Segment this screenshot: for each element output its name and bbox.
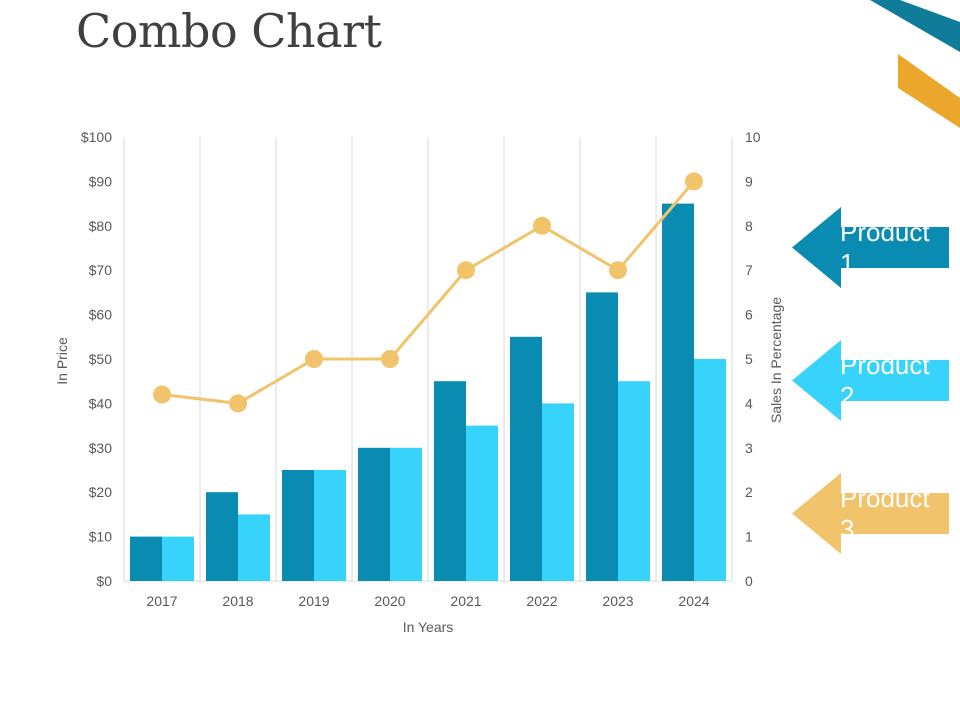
x-axis-title: In Years	[403, 619, 454, 635]
x-tick-label: 2022	[526, 593, 557, 609]
x-tick-label: 2021	[450, 593, 481, 609]
bar-product-1	[206, 492, 238, 581]
y-tick-label: $30	[89, 440, 113, 456]
bar-product-2	[542, 403, 574, 581]
bar-product-1	[358, 447, 390, 581]
bar-product-1	[510, 336, 542, 581]
x-tick-label: 2018	[222, 593, 253, 609]
point-product-3	[457, 261, 475, 280]
bar-product-2	[466, 425, 498, 581]
bar-product-1	[130, 536, 162, 581]
arrow-left-icon	[792, 207, 949, 288]
y-axis-title: In Price	[54, 337, 70, 385]
y-tick-label: $40	[89, 395, 113, 411]
y2-tick-label: 0	[745, 573, 753, 589]
y-tick-label: $80	[89, 218, 113, 234]
arrow-left-icon	[792, 340, 949, 421]
y2-tick-label: 5	[745, 351, 753, 367]
point-product-3	[153, 385, 171, 404]
bar-product-2	[390, 447, 422, 581]
legend-product-2: Product 2	[792, 340, 949, 421]
bar-product-1	[662, 203, 694, 581]
y2-axis-title: Sales In Percentage	[768, 297, 784, 423]
y2-tick-label: 4	[745, 395, 753, 411]
line-product-3	[161, 180, 696, 405]
y-tick-label: $60	[89, 307, 113, 323]
y-tick-label: $50	[89, 351, 113, 367]
y2-tick-label: 10	[745, 129, 761, 145]
point-product-3	[381, 350, 399, 368]
point-product-3	[229, 394, 247, 413]
bar-product-2	[618, 381, 650, 581]
point-product-3	[609, 261, 627, 280]
y2-tick-label: 2	[745, 484, 753, 500]
legend-label-product-1: Product 1	[840, 216, 930, 278]
legend-label-product-3: Product 3	[840, 482, 930, 544]
bar-product-2	[238, 514, 270, 581]
y2-tick-label: 6	[745, 307, 753, 323]
y-tick-label: $100	[81, 129, 112, 145]
point-product-3	[305, 350, 323, 368]
x-tick-label: 2019	[298, 593, 329, 609]
y2-tick-label: 3	[745, 440, 753, 456]
y-tick-label: $90	[89, 173, 113, 189]
y2-tick-label: 8	[745, 218, 753, 234]
bar-product-1	[434, 381, 466, 581]
bar-product-1	[586, 292, 618, 581]
arrow-left-icon	[792, 473, 949, 554]
legend-product-3: Product 3	[792, 473, 949, 554]
bar-product-2	[314, 470, 346, 581]
y-tick-label: $20	[89, 484, 113, 500]
point-product-3	[685, 172, 703, 191]
corner-decoration	[870, 0, 960, 128]
y2-tick-label: 1	[745, 529, 753, 545]
x-tick-label: 2024	[678, 593, 709, 609]
legend-product-1: Product 1	[792, 207, 949, 288]
x-tick-label: 2020	[374, 593, 405, 609]
page-title: Combo Chart	[76, 4, 382, 58]
bar-product-1	[282, 470, 314, 581]
x-tick-label: 2017	[146, 593, 177, 609]
legend-label-product-2: Product 2	[840, 349, 930, 411]
x-tick-label: 2023	[602, 593, 633, 609]
bar-product-2	[694, 359, 726, 581]
y2-tick-label: 9	[745, 173, 753, 189]
corner-stripe-teal	[870, 0, 960, 52]
y-tick-label: $0	[96, 573, 112, 589]
corner-stripe-gold	[898, 54, 960, 128]
y2-tick-label: 7	[745, 262, 753, 278]
bar-product-2	[162, 536, 194, 581]
y-tick-label: $70	[89, 262, 113, 278]
point-product-3	[533, 216, 551, 235]
y-tick-label: $10	[89, 529, 113, 545]
